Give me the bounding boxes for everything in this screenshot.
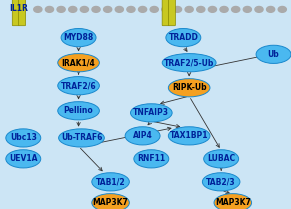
Ellipse shape (92, 173, 129, 191)
Circle shape (34, 6, 42, 12)
Circle shape (185, 6, 193, 12)
FancyBboxPatch shape (168, 0, 175, 26)
Circle shape (162, 6, 170, 12)
Text: RIPK-Ub: RIPK-Ub (172, 83, 206, 92)
Text: Pellino: Pellino (64, 106, 93, 115)
Text: MAP3K7: MAP3K7 (215, 198, 251, 207)
Text: Ubc13: Ubc13 (10, 133, 37, 143)
Text: RNF11: RNF11 (137, 154, 165, 163)
Text: AIP4: AIP4 (133, 131, 152, 140)
FancyBboxPatch shape (162, 0, 169, 26)
Circle shape (150, 6, 158, 12)
Text: MYD88: MYD88 (63, 33, 94, 42)
Circle shape (255, 6, 263, 12)
Circle shape (104, 6, 112, 12)
Ellipse shape (162, 54, 216, 72)
Text: TAB1/2: TAB1/2 (96, 177, 125, 186)
Circle shape (57, 6, 65, 12)
Text: Ub-TRAF6: Ub-TRAF6 (61, 133, 102, 143)
Text: LUBAC: LUBAC (207, 154, 235, 163)
Circle shape (45, 6, 54, 12)
Ellipse shape (6, 150, 41, 168)
Ellipse shape (92, 194, 129, 209)
Text: TRADD: TRADD (168, 33, 198, 42)
Circle shape (139, 6, 147, 12)
Ellipse shape (134, 150, 169, 168)
Text: TNFAIP3: TNFAIP3 (133, 108, 169, 117)
Text: TAB2/3: TAB2/3 (206, 177, 236, 186)
Text: UEV1A: UEV1A (9, 154, 38, 163)
Circle shape (243, 6, 251, 12)
Text: TAX1BP1: TAX1BP1 (170, 131, 208, 140)
Ellipse shape (166, 29, 201, 47)
Ellipse shape (168, 127, 210, 145)
Circle shape (69, 6, 77, 12)
Circle shape (127, 6, 135, 12)
Ellipse shape (61, 29, 96, 47)
Ellipse shape (58, 54, 100, 72)
Text: TRAF2/5-Ub: TRAF2/5-Ub (164, 58, 214, 67)
Circle shape (173, 6, 182, 12)
Circle shape (208, 6, 217, 12)
Ellipse shape (6, 129, 41, 147)
Text: TRAF2/6: TRAF2/6 (61, 81, 96, 90)
Circle shape (267, 6, 275, 12)
Ellipse shape (168, 79, 210, 97)
Circle shape (197, 6, 205, 12)
FancyBboxPatch shape (19, 0, 26, 26)
Circle shape (80, 6, 88, 12)
Ellipse shape (204, 150, 239, 168)
Text: IL1R: IL1R (10, 4, 28, 13)
Ellipse shape (58, 102, 100, 120)
Circle shape (115, 6, 123, 12)
Text: Ub: Ub (268, 50, 279, 59)
Text: MAP3K7: MAP3K7 (93, 198, 129, 207)
FancyBboxPatch shape (12, 0, 19, 26)
Ellipse shape (202, 173, 240, 191)
Ellipse shape (214, 194, 251, 209)
Ellipse shape (125, 127, 160, 145)
Ellipse shape (130, 104, 172, 122)
Circle shape (232, 6, 240, 12)
Ellipse shape (58, 77, 100, 95)
Text: IRAK1/4: IRAK1/4 (62, 58, 95, 67)
Ellipse shape (256, 45, 291, 64)
Circle shape (220, 6, 228, 12)
Circle shape (92, 6, 100, 12)
Circle shape (278, 6, 286, 12)
Ellipse shape (59, 129, 104, 147)
